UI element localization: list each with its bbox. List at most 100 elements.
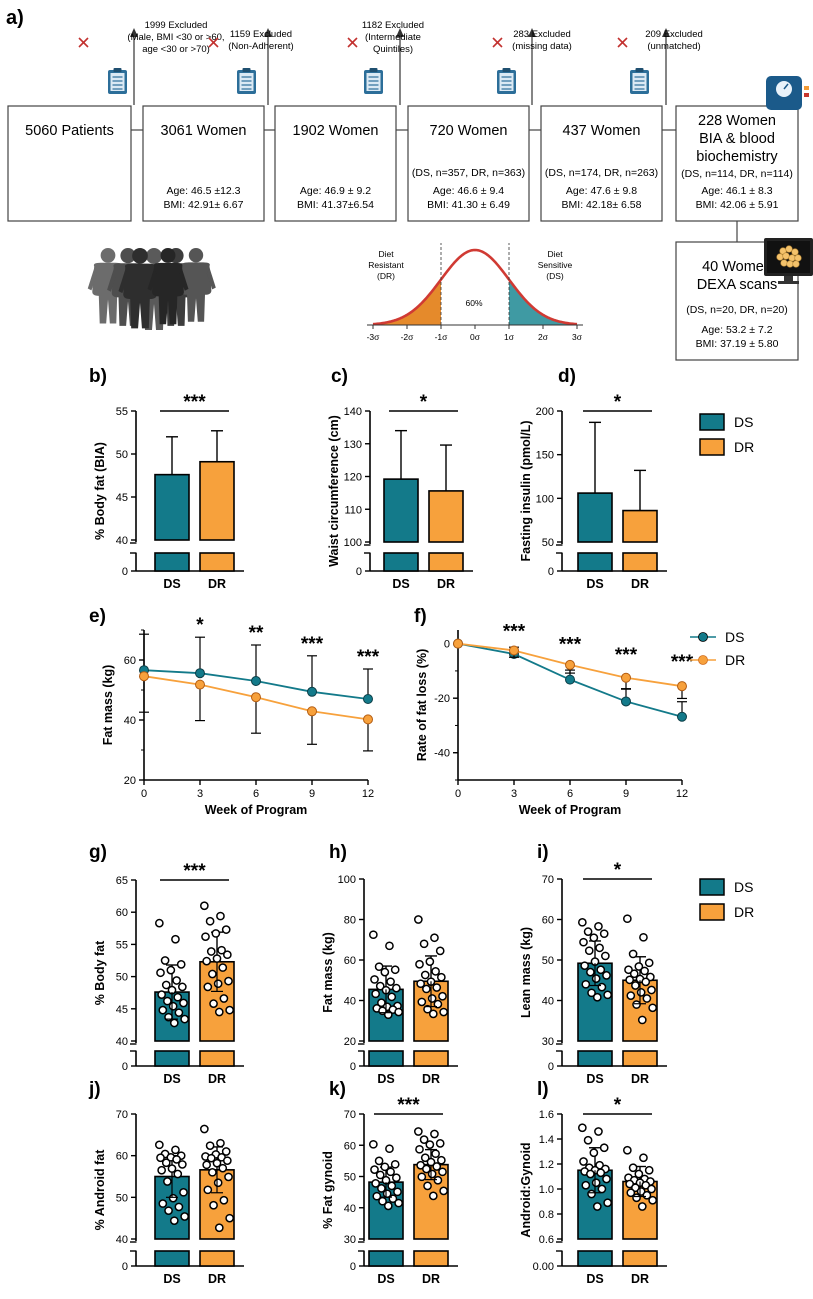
exclusion-3: 1182 Excluded (Intermediate Quintiles)	[347, 20, 424, 105]
flow-box-age: Age: 46.9 ± 9.2	[300, 185, 371, 197]
bar-base-ds	[154, 1050, 190, 1067]
data-point	[208, 969, 217, 979]
data-point	[629, 969, 639, 979]
flow-box-title: 1902 Women	[293, 123, 379, 139]
data-point	[386, 977, 395, 987]
bar-base-dr	[622, 552, 658, 572]
data-point	[431, 1149, 440, 1159]
data-point	[171, 934, 180, 944]
panel-label: b)	[89, 366, 107, 387]
data-point	[417, 997, 427, 1007]
y-tick-label: 40	[542, 996, 554, 1008]
data-point	[592, 1202, 602, 1211]
x-tick-label: 6	[567, 788, 573, 800]
y-tick-label: 20	[344, 1036, 356, 1048]
significance-label: *	[196, 615, 204, 636]
significance-label: ***	[671, 652, 694, 673]
panel-label: c)	[331, 366, 348, 387]
legend-marker-dr	[698, 655, 708, 665]
bar-base-dr	[199, 552, 235, 572]
y-tick-label: 60	[542, 915, 554, 927]
y-tick-label: 55	[116, 939, 128, 951]
exclude-cross-icon	[617, 37, 628, 48]
data-point	[213, 979, 223, 989]
data-point	[225, 1213, 234, 1223]
x-tick-label: 9	[309, 788, 315, 800]
data-point	[211, 929, 221, 938]
flow-box-title: 228 Women	[698, 113, 776, 129]
chart-panel-d: d) 50 100 150 200 0 Fasting insulin (pmol/L) DS…	[519, 366, 667, 591]
y-axis-label: Waist circumference (cm)	[327, 415, 341, 567]
exclusion-reason: (Non-Adherent)	[228, 41, 293, 52]
data-point	[206, 947, 216, 956]
data-point	[599, 1143, 609, 1153]
y-tick-label: 1.0	[539, 1184, 554, 1196]
y-tick-label: 30	[542, 1036, 554, 1048]
data-point	[437, 1155, 446, 1165]
bar-ds	[383, 478, 419, 543]
flow-box-bmi: BMI: 42.91± 6.67	[164, 199, 244, 211]
data-point	[636, 988, 646, 997]
data-point	[416, 979, 425, 989]
y-tick-label: 20	[124, 775, 136, 787]
series-dr	[453, 638, 687, 700]
data-point	[583, 1135, 593, 1145]
data-point	[221, 1147, 231, 1156]
bell-tick-label: 1σ	[504, 332, 515, 342]
data-point	[383, 1201, 393, 1211]
bell-tick-label: -3σ	[367, 332, 381, 342]
flow-box-sub: (DS, n=114, DR, n=114)	[681, 168, 793, 180]
bell-curve: Diet Resistant (DR) Diet Sensitive (DS) …	[367, 243, 583, 342]
data-point	[628, 949, 638, 959]
data-point	[583, 927, 593, 937]
y-tick-label: 60	[116, 907, 128, 919]
y-tick-label: 1.4	[539, 1134, 554, 1146]
y-axis-label: Fat mass (kg)	[101, 665, 115, 746]
y-tick-label: -40	[434, 748, 450, 760]
data-point	[432, 983, 442, 992]
y-tick-label: 1.2	[539, 1159, 554, 1171]
data-point	[634, 1169, 644, 1179]
data-point	[163, 996, 172, 1006]
y-tick-label: 50	[116, 972, 128, 984]
data-point	[415, 959, 424, 969]
y-tick-label: 70	[542, 874, 554, 886]
y-tick-label: 40	[116, 1036, 128, 1048]
flow-box-sub: (DS, n=174, DR, n=263)	[545, 167, 658, 179]
data-point	[624, 965, 633, 975]
exclude-cross-icon	[78, 37, 89, 48]
data-point	[212, 954, 222, 963]
data-point	[205, 916, 215, 926]
significance-label: **	[249, 623, 264, 644]
data-point	[438, 991, 447, 1001]
x-tick-label: 0	[455, 788, 461, 800]
data-point	[435, 946, 445, 956]
data-point	[580, 961, 590, 971]
flow-box-title: 437 Women	[563, 123, 641, 139]
bell-region-dr	[373, 279, 441, 325]
panel-label: j)	[88, 1079, 101, 1100]
x-tick-label: DS	[586, 577, 603, 591]
data-point	[225, 1005, 234, 1015]
legend-bot: DS DR	[699, 878, 754, 921]
y-tick-label: 0	[350, 1261, 356, 1273]
data-point	[169, 1216, 179, 1226]
y-tick-label: 140	[344, 406, 362, 418]
bar-base-dr	[199, 1050, 235, 1067]
bar-base-ds	[383, 552, 419, 572]
bell-curve-line	[372, 248, 578, 326]
data-point	[438, 1167, 447, 1177]
exclusion-reason: (Male, BMI <30 or >60,	[127, 32, 224, 43]
x-tick-label: DR	[208, 1272, 226, 1286]
significance-label: *	[614, 392, 622, 413]
data-point	[377, 1184, 386, 1193]
data-point	[155, 918, 164, 928]
bell-left-label: (DR)	[377, 271, 395, 281]
data-point	[157, 1165, 166, 1175]
y-axis-label: % Fat gynoid	[321, 1151, 335, 1229]
data-point	[205, 1141, 215, 1151]
y-tick-label: 0	[122, 1261, 128, 1273]
data-point	[370, 1165, 379, 1174]
data-point	[163, 1177, 172, 1186]
panel-label: f)	[414, 606, 427, 627]
